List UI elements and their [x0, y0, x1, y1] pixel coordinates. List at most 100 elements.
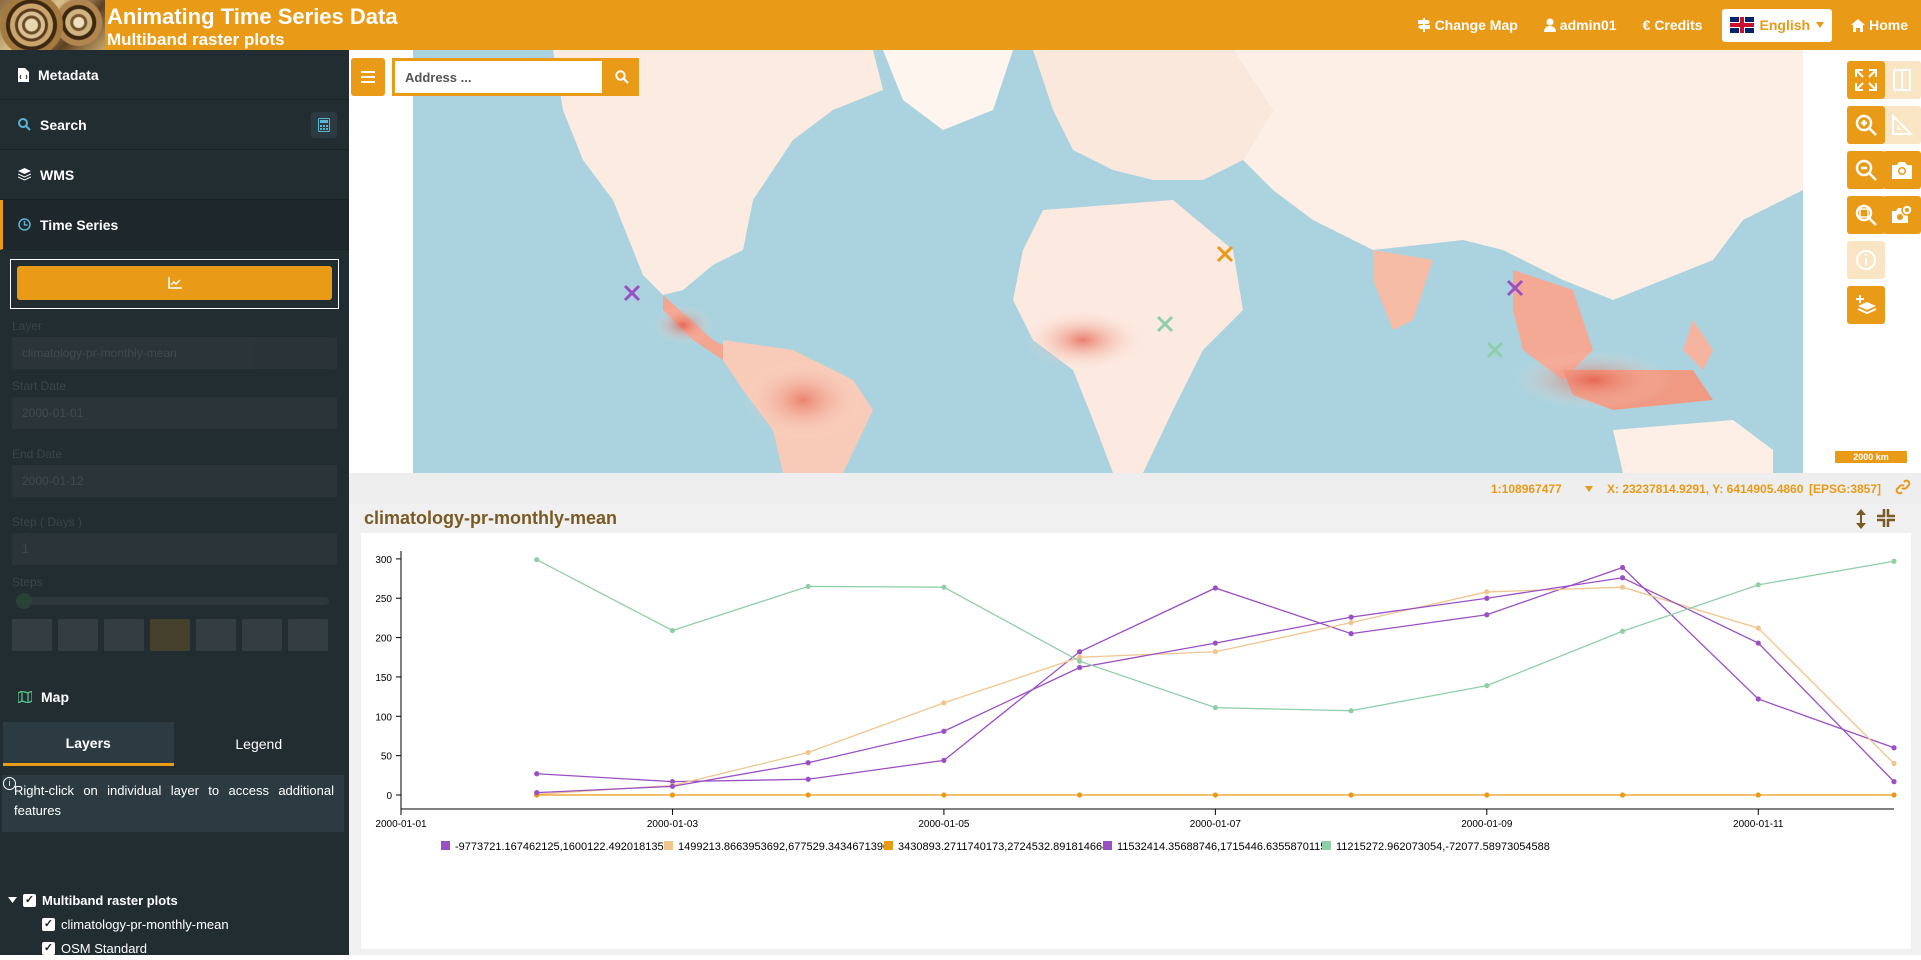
fullscreen-button[interactable] — [1847, 61, 1885, 99]
data-point[interactable] — [941, 584, 947, 590]
language-dropdown[interactable]: English — [1721, 8, 1833, 42]
zoom-extent-button[interactable] — [1847, 196, 1885, 234]
marker-sahara[interactable] — [1216, 245, 1234, 263]
data-point[interactable] — [1212, 792, 1218, 798]
data-point[interactable] — [1348, 620, 1354, 626]
data-point[interactable] — [1348, 792, 1354, 798]
add-layer-button[interactable] — [1847, 286, 1885, 324]
swipe-button[interactable] — [1883, 61, 1921, 99]
caret-down-icon[interactable] — [1585, 486, 1593, 492]
data-point[interactable] — [1891, 745, 1897, 751]
data-point[interactable] — [534, 790, 540, 796]
series-line-3[interactable] — [536, 577, 1895, 794]
home-link[interactable]: Home — [1838, 0, 1921, 50]
data-point[interactable] — [1212, 585, 1218, 591]
data-point[interactable] — [1619, 792, 1626, 798]
data-point[interactable] — [1755, 696, 1761, 702]
data-point[interactable] — [1484, 682, 1490, 689]
end-date-input[interactable]: 2000-01-12 — [12, 465, 337, 497]
data-point[interactable] — [534, 557, 540, 563]
zoom-out-button[interactable] — [1847, 151, 1885, 189]
play-button[interactable] — [196, 619, 236, 651]
start-date-input[interactable]: 2000-01-01 — [12, 397, 337, 429]
calculator-button[interactable] — [311, 111, 337, 138]
pause-button[interactable] — [150, 619, 190, 651]
legend-swatch[interactable] — [1103, 841, 1112, 850]
address-search-input[interactable]: Address ... — [392, 58, 605, 96]
resize-vertical-icon[interactable] — [1855, 509, 1867, 529]
app-logo[interactable] — [0, 0, 105, 50]
series-line-4[interactable] — [536, 559, 1895, 712]
data-point[interactable] — [669, 783, 676, 789]
data-point[interactable] — [1077, 649, 1083, 655]
data-point[interactable] — [1484, 612, 1490, 618]
data-point[interactable] — [1619, 584, 1626, 590]
screenshot-button[interactable] — [1883, 151, 1921, 189]
layer-select[interactable]: climatology-pr-monthly-mean — [12, 337, 337, 369]
data-point[interactable] — [1484, 595, 1490, 601]
export-button[interactable] — [1883, 196, 1921, 234]
data-point[interactable] — [941, 757, 947, 763]
data-point[interactable] — [1348, 631, 1354, 637]
data-point[interactable] — [1619, 628, 1626, 634]
data-point[interactable] — [1891, 792, 1897, 798]
marker-central-america[interactable] — [623, 284, 641, 302]
layer-checkbox[interactable]: ✓ — [42, 941, 55, 955]
data-point[interactable] — [1755, 640, 1761, 646]
data-point[interactable] — [1212, 649, 1218, 655]
world-map[interactable] — [413, 50, 1803, 473]
data-point[interactable] — [805, 583, 811, 590]
data-point[interactable] — [669, 779, 676, 785]
data-point[interactable] — [1891, 760, 1897, 767]
data-point[interactable] — [1755, 792, 1761, 798]
marker-central-africa[interactable] — [1156, 315, 1174, 333]
legend-label[interactable]: 11532414.35688746,1715446.6355870115 — [1117, 841, 1326, 853]
data-point[interactable] — [805, 776, 811, 782]
data-point[interactable] — [805, 792, 811, 798]
data-point[interactable] — [1348, 614, 1354, 620]
layer-item[interactable]: ✓ climatology-pr-monthly-mean — [8, 912, 229, 936]
step-forward-button[interactable] — [242, 619, 282, 651]
map-view[interactable]: Address ... 2000 km 1:108967477 X: 23237… — [349, 50, 1921, 503]
data-point[interactable] — [941, 700, 947, 706]
info-button[interactable] — [1847, 241, 1885, 279]
data-point[interactable] — [1077, 664, 1083, 671]
data-point[interactable] — [805, 760, 811, 766]
data-point[interactable] — [1755, 625, 1761, 631]
legend-label[interactable]: 11215272.962073054,-72077.58973054588 — [1336, 841, 1550, 853]
user-link[interactable]: admin01 — [1531, 0, 1630, 50]
sidebar-item-wms[interactable]: WMS — [0, 150, 349, 200]
legend-label[interactable]: 1499213.8663953692,677529.3434671396 — [678, 841, 889, 853]
marker-indonesia[interactable] — [1486, 341, 1504, 359]
data-point[interactable] — [669, 792, 676, 798]
scale-select[interactable]: 1:108967477 — [1491, 482, 1562, 496]
first-frame-button[interactable] — [12, 619, 52, 651]
sidebar-item-time-series[interactable]: Time Series — [0, 200, 349, 250]
slider-handle[interactable] — [16, 593, 32, 609]
series-line-1[interactable] — [536, 586, 1895, 795]
legend-swatch[interactable] — [441, 841, 450, 850]
layer-item[interactable]: ✓ OSM Standard — [8, 936, 229, 960]
step-back-button[interactable] — [58, 619, 98, 651]
legend-swatch[interactable] — [1322, 841, 1331, 850]
data-point[interactable] — [1484, 589, 1490, 595]
sidebar-item-search[interactable]: Search — [0, 100, 349, 150]
data-point[interactable] — [1077, 654, 1083, 660]
layer-group[interactable]: ✓ Multiband raster plots — [8, 888, 229, 912]
marker-se-asia[interactable] — [1506, 279, 1524, 297]
data-point[interactable] — [1348, 708, 1354, 714]
step-input[interactable]: 1 — [12, 533, 337, 565]
data-point[interactable] — [1891, 558, 1897, 564]
steps-slider[interactable] — [16, 593, 329, 609]
measure-button[interactable] — [1883, 106, 1921, 144]
legend-label[interactable]: 3430893.2711740173,2724532.891814664 — [898, 841, 1108, 853]
time-series-chart[interactable]: 0 50 100 150 200 250 300 2000-01-01 2000-01-03 20… — [361, 533, 1911, 949]
map-section-heading[interactable]: Map — [0, 674, 349, 720]
data-point[interactable] — [1619, 564, 1626, 571]
layer-checkbox[interactable]: ✓ — [42, 917, 55, 931]
credits-link[interactable]: € Credits — [1630, 0, 1716, 50]
compress-icon[interactable] — [1877, 509, 1895, 527]
caret-down-icon[interactable] — [8, 897, 17, 903]
address-search-button[interactable] — [605, 58, 639, 96]
data-point[interactable] — [805, 749, 811, 756]
